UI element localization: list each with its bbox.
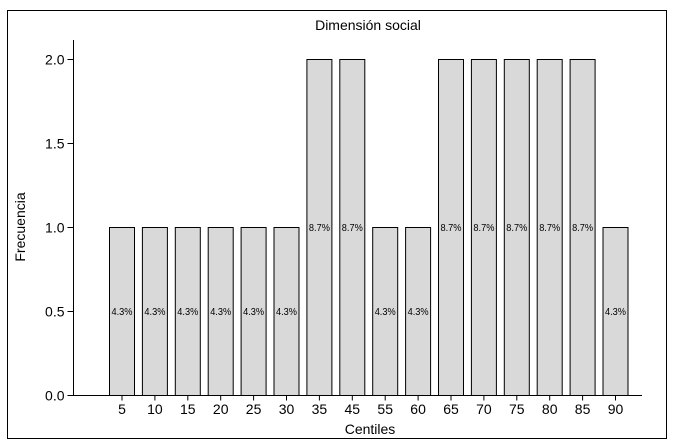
bar-data-label: 8.7% — [473, 223, 494, 234]
bar — [240, 227, 267, 396]
bar — [372, 227, 399, 396]
x-tick-label: 90 — [608, 401, 624, 417]
bar — [306, 59, 333, 396]
bar — [470, 59, 497, 396]
y-axis-title: Frecuencia — [12, 192, 28, 261]
bar-data-label: 4.3% — [276, 307, 297, 318]
bar — [602, 227, 629, 396]
x-tick-label: 5 — [118, 401, 126, 417]
x-tick-label: 30 — [279, 401, 295, 417]
x-tick-label: 20 — [213, 401, 229, 417]
x-axis-title: Centiles — [345, 421, 396, 437]
bar — [207, 227, 234, 396]
bar — [569, 59, 596, 396]
x-tick-label: 75 — [509, 401, 525, 417]
bar-series — [109, 59, 629, 396]
x-tick-label: 25 — [246, 401, 262, 417]
bar-data-label: 8.7% — [539, 223, 560, 234]
bar — [438, 59, 464, 396]
x-tick-label: 45 — [345, 401, 361, 417]
bar-data-label: 8.7% — [342, 223, 363, 234]
bar-data-label: 8.7% — [309, 223, 330, 234]
bar-data-label: 4.3% — [243, 307, 264, 318]
chart-frame — [7, 10, 667, 439]
bar-data-label: 4.3% — [177, 307, 198, 318]
x-tick-label: 15 — [180, 401, 196, 417]
bar-data-label: 4.3% — [144, 307, 165, 318]
bar — [503, 59, 530, 396]
x-tick-label: 65 — [443, 401, 459, 417]
x-tick-label: 35 — [312, 401, 328, 417]
y-axis: 0.0 0.5 1.0 1.5 2.0 — [45, 40, 74, 404]
bar-data-label: 4.3% — [408, 307, 429, 318]
bar-data-label: 4.3% — [605, 307, 626, 318]
bar — [174, 227, 201, 396]
x-tick-label: 70 — [476, 401, 492, 417]
bar-data-label: 8.7% — [441, 223, 462, 234]
y-tick-label: 0.5 — [45, 304, 65, 320]
bar — [536, 59, 563, 396]
x-tick-label: 80 — [542, 401, 558, 417]
bar-data-label: 4.3% — [112, 307, 133, 318]
bar — [405, 227, 432, 396]
bar — [339, 59, 366, 396]
y-tick-label: 0.0 — [45, 388, 65, 404]
x-tick-label: 60 — [410, 401, 426, 417]
bar-data-label: 4.3% — [375, 307, 396, 318]
x-tick-label: 10 — [147, 401, 163, 417]
bar-data-labels: 4.3% 4.3% 4.3% 4.3% 4.3% 4.3% 8.7% 8.7% 4.3% 4.3%… — [112, 223, 627, 318]
y-tick-label: 2.0 — [45, 52, 65, 68]
y-tick-label: 1.5 — [45, 136, 65, 152]
y-tick-label: 1.0 — [45, 220, 65, 236]
bar-data-label: 8.7% — [572, 223, 593, 234]
chart-title: Dimensión social — [315, 17, 421, 33]
bar — [273, 227, 300, 396]
bar — [109, 227, 135, 396]
x-tick-label: 85 — [575, 401, 591, 417]
bar-data-label: 4.3% — [210, 307, 231, 318]
x-tick-label: 55 — [377, 401, 393, 417]
bar — [141, 227, 168, 396]
bar-data-label: 8.7% — [506, 223, 527, 234]
